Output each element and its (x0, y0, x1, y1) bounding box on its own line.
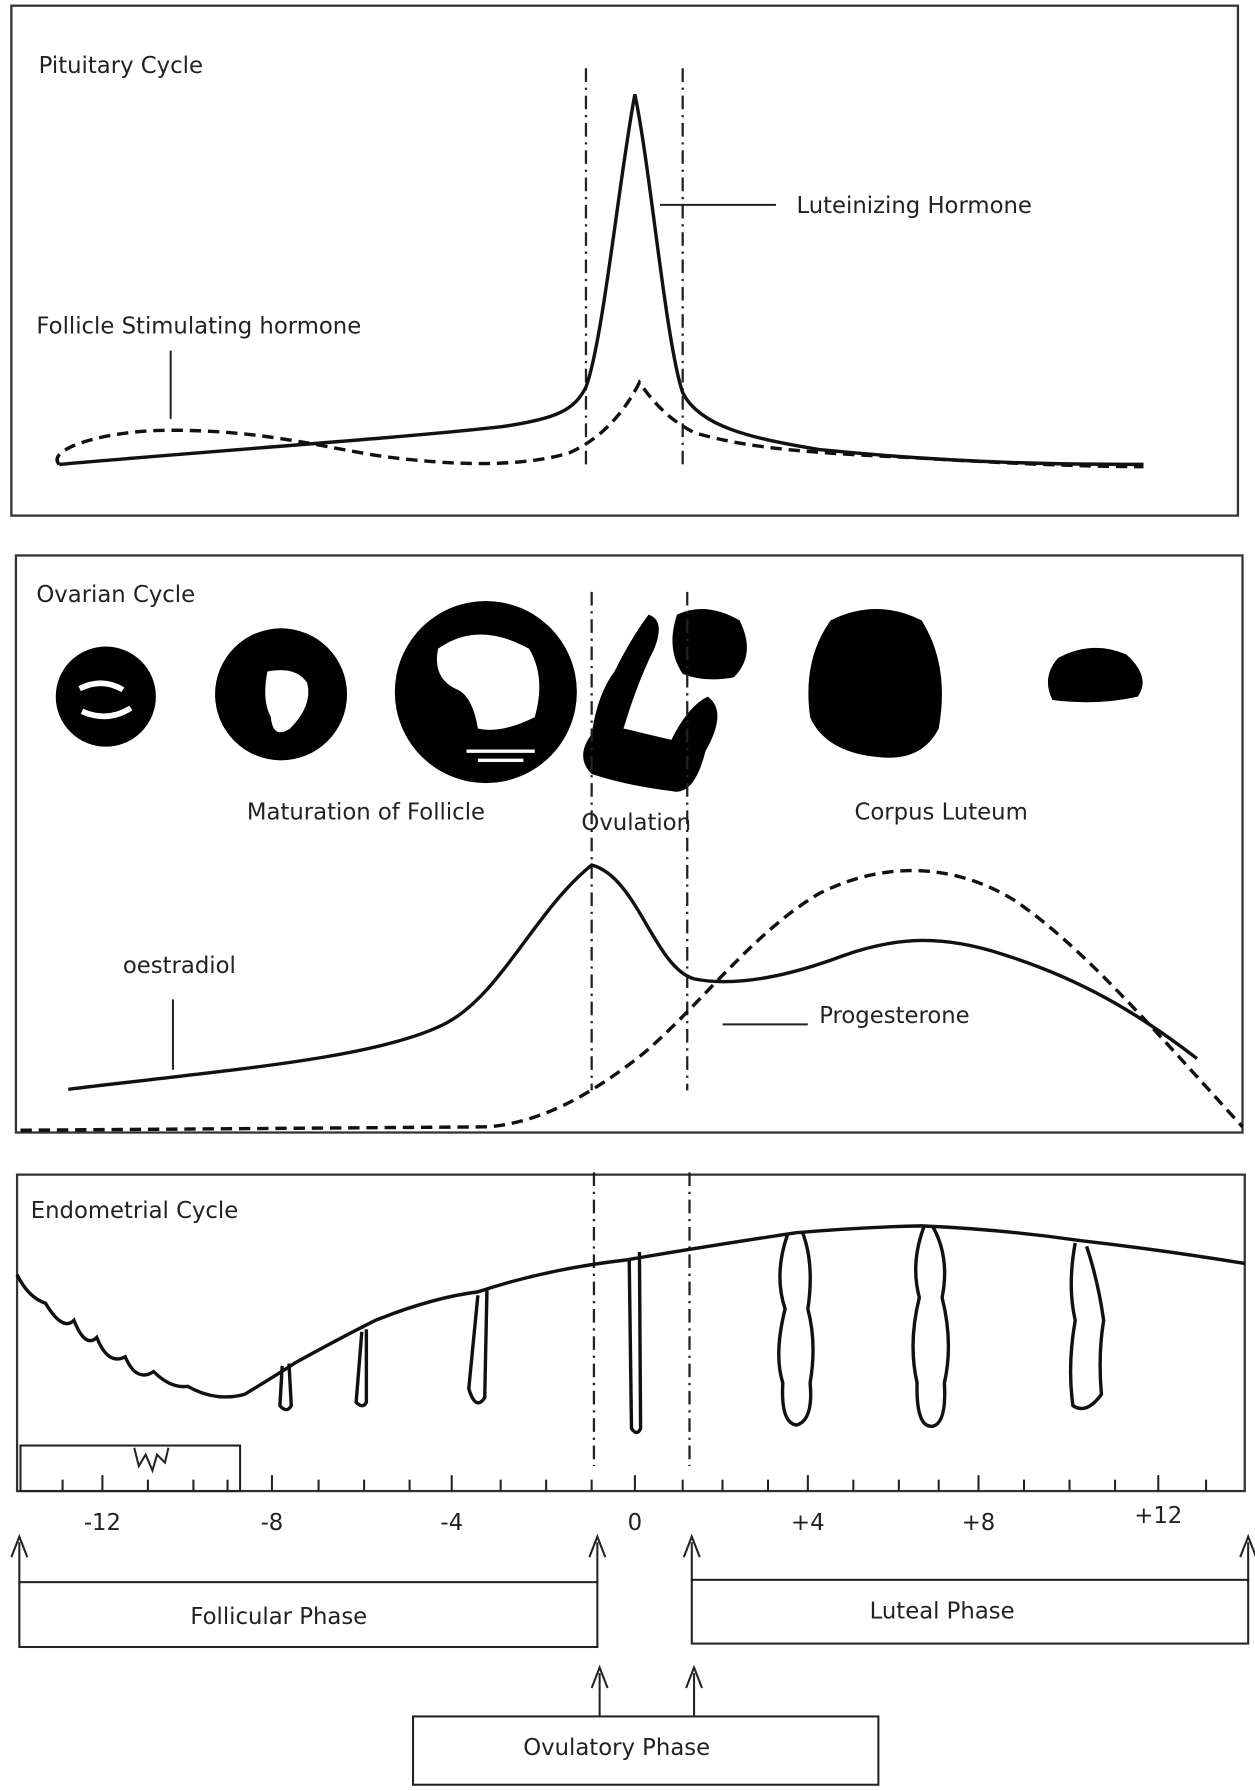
page: Pituitary Cycle Luteinizing Hormone Foll… (0, 0, 1255, 1787)
panel-title: Endometrial Cycle (31, 1198, 239, 1224)
curve-label: Luteinizing Hormone (796, 193, 1031, 219)
stage-label: Maturation of Follicle (247, 800, 485, 826)
axis-label: -4 (440, 1510, 463, 1536)
stage-label: Ovulation (581, 810, 691, 836)
menses-mark (134, 1448, 168, 1471)
axis-label: -12 (84, 1510, 121, 1536)
progesterone-curve (20, 871, 1242, 1131)
axis-label: +12 (1134, 1503, 1182, 1529)
panel-frame (11, 6, 1238, 516)
phase-label: Follicular Phase (190, 1604, 367, 1630)
follicle-stages (56, 601, 1143, 792)
stage-label: Corpus Luteum (854, 800, 1027, 826)
panel-title: Pituitary Cycle (39, 53, 203, 79)
axis-label: -8 (261, 1510, 284, 1536)
diagram: Pituitary Cycle Luteinizing Hormone Foll… (0, 0, 1255, 1787)
curve-label: Progesterone (819, 1003, 969, 1029)
curve-label: Follicle Stimulating hormone (36, 313, 361, 339)
oestradiol-curve (68, 865, 1197, 1089)
axis-label: 0 (628, 1510, 642, 1536)
lh-curve (59, 94, 1143, 464)
axis-ticks (63, 1475, 1206, 1491)
panel-frame (16, 555, 1243, 1132)
phase-label: Ovulatory Phase (523, 1735, 710, 1761)
fsh-curve (57, 382, 1143, 466)
curve-label: oestradiol (123, 953, 236, 979)
menses-box (20, 1446, 240, 1492)
panel-title: Ovarian Cycle (36, 582, 195, 608)
endometrial-glands (280, 1227, 1104, 1432)
axis-label: +8 (962, 1510, 996, 1536)
phase-label: Luteal Phase (870, 1599, 1015, 1625)
axis-label: +4 (791, 1510, 825, 1536)
